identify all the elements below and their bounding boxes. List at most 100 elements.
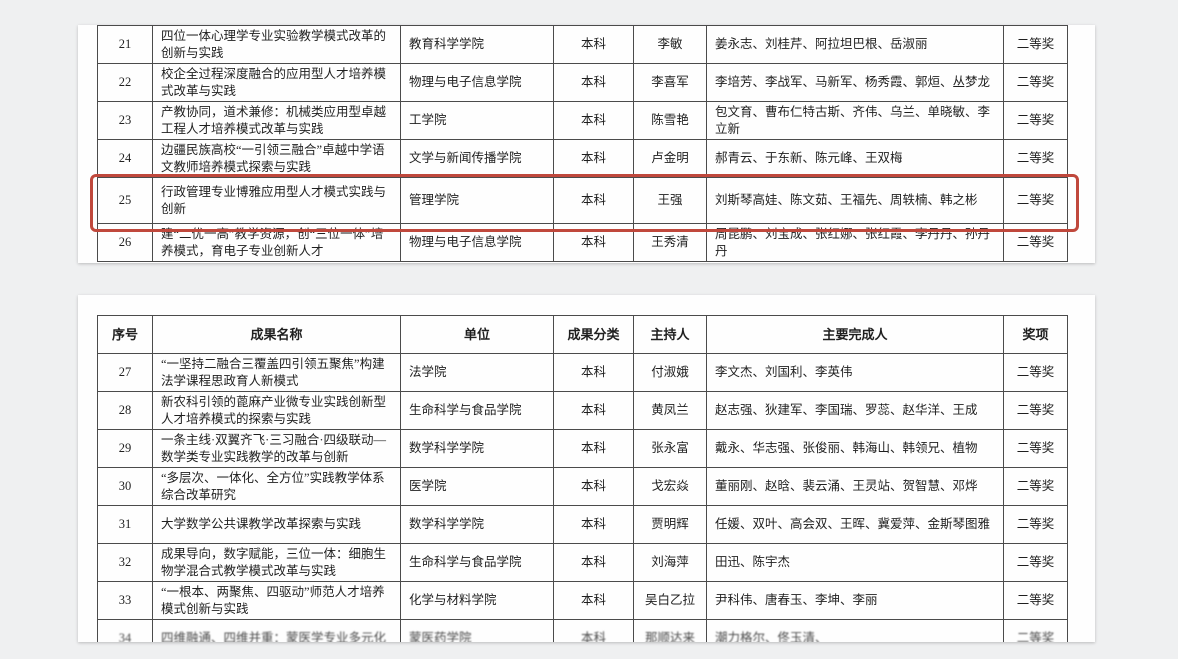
cell-members: 郝青云、于东新、陈元峰、王双梅 <box>706 139 1004 178</box>
cell-name: 新农科引领的蓖麻产业微专业实践创新型人才培养模式的探索与实践 <box>152 391 401 430</box>
cell-unit: 数学科学学院 <box>400 429 554 468</box>
column-header-unit: 单位 <box>400 315 554 354</box>
awards-table-page2-body: 27 “一坚持二融合三覆盖四引领五聚焦”构建法学课程思政育人新模式 法学院 本科 付淑娥… <box>97 353 1068 642</box>
table-row: 23 产教协同，道术兼修：机械类应用型卓越工程人才培养模式改革与实践 工学院 本科 陈雪… <box>97 101 1068 140</box>
cell-host: 张永富 <box>633 429 707 468</box>
cell-award: 二等奖 <box>1003 353 1068 392</box>
cell-category: 本科 <box>553 505 634 544</box>
table-row: 21 四位一体心理学专业实验教学模式改革的创新与实践 教育科学学院 本科 李敏 姜永志、刘… <box>97 25 1068 64</box>
document-page-2: 序号 成果名称 单位 成果分类 主持人 主要完成人 奖项 27 “一坚持二融合三覆… <box>78 295 1095 642</box>
cell-members: 潮力格尔、佟玉清、 <box>706 619 1004 642</box>
cell-unit: 物理与电子信息学院 <box>400 63 554 102</box>
cell-no: 21 <box>97 25 153 64</box>
cell-host: 那顺达来 <box>633 619 707 642</box>
cell-name: 一条主线·双翼齐飞·三习融合·四级联动—数学类专业实践教学的改革与创新 <box>152 429 401 468</box>
table-row: 26 建“二优一高”教学资源，创“三位一体”培养模式，育电子专业创新人才 物理与电子… <box>97 223 1068 262</box>
cell-unit: 蒙医药学院 <box>400 619 554 642</box>
table-row: 34 四维融通、四维并重：蒙医学专业多元化 蒙医药学院 本科 那顺达来 潮力格尔、佟玉清、… <box>97 619 1068 642</box>
table-row: 28 新农科引领的蓖麻产业微专业实践创新型人才培养模式的探索与实践 生命科学与食品学… <box>97 391 1068 430</box>
cell-category: 本科 <box>553 25 634 64</box>
cell-name: 成果导向，数字赋能，三位一体：细胞生物学混合式教学模式改革与实践 <box>152 543 401 582</box>
cell-name: 大学数学公共课教学改革探索与实践 <box>152 505 401 544</box>
cell-no: 25 <box>97 177 153 224</box>
cell-award: 二等奖 <box>1003 619 1068 642</box>
cell-host: 卢金明 <box>633 139 707 178</box>
table-row: 31 大学数学公共课教学改革探索与实践 数学科学学院 本科 贾明辉 任媛、双叶、高会双、王… <box>97 505 1068 544</box>
cell-award: 二等奖 <box>1003 63 1068 102</box>
awards-table-page1: 21 四位一体心理学专业实验教学模式改革的创新与实践 教育科学学院 本科 李敏 姜永志、刘… <box>97 25 1068 262</box>
cell-members: 姜永志、刘桂芹、阿拉坦巴根、岳淑丽 <box>706 25 1004 64</box>
cell-unit: 管理学院 <box>400 177 554 224</box>
cell-award: 二等奖 <box>1003 467 1068 506</box>
cell-award: 二等奖 <box>1003 139 1068 178</box>
cell-no: 27 <box>97 353 153 392</box>
cell-members: 包文育、曹布仁特古斯、齐伟、乌兰、单晓敏、李立新 <box>706 101 1004 140</box>
cell-unit: 医学院 <box>400 467 554 506</box>
cell-award: 二等奖 <box>1003 25 1068 64</box>
header-row: 序号 成果名称 单位 成果分类 主持人 主要完成人 奖项 <box>97 315 1068 354</box>
cell-unit: 文学与新闻传播学院 <box>400 139 554 178</box>
cell-host: 吴白乙拉 <box>633 581 707 620</box>
cell-unit: 物理与电子信息学院 <box>400 223 554 262</box>
column-header-no: 序号 <box>97 315 153 354</box>
cell-host: 刘海萍 <box>633 543 707 582</box>
cell-category: 本科 <box>553 429 634 468</box>
cell-members: 董丽刚、赵晗、裴云涌、王灵站、贺智慧、邓烨 <box>706 467 1004 506</box>
cell-members: 刘斯琴高娃、陈文茹、王福先、周轶楠、韩之彬 <box>706 177 1004 224</box>
cell-no: 34 <box>97 619 153 642</box>
table-row: 33 “一根本、两聚焦、四驱动”师范人才培养模式创新与实践 化学与材料学院 本科 吴白乙… <box>97 581 1068 620</box>
cell-unit: 法学院 <box>400 353 554 392</box>
cell-name: 校企全过程深度融合的应用型人才培养模式改革与实践 <box>152 63 401 102</box>
cell-members: 田迅、陈宇杰 <box>706 543 1004 582</box>
cell-no: 23 <box>97 101 153 140</box>
cell-name: 边疆民族高校“一引领三融合”卓越中学语文教师培养模式探索与实践 <box>152 139 401 178</box>
cell-award: 二等奖 <box>1003 223 1068 262</box>
table-row: 32 成果导向，数字赋能，三位一体：细胞生物学混合式教学模式改革与实践 生命科学与食… <box>97 543 1068 582</box>
table-row: 25 行政管理专业博雅应用型人才模式实践与创新 管理学院 本科 王强 刘斯琴高娃、陈文茹、… <box>97 177 1068 224</box>
cell-members: 李文杰、刘国利、李英伟 <box>706 353 1004 392</box>
cell-category: 本科 <box>553 139 634 178</box>
cell-category: 本科 <box>553 353 634 392</box>
cell-members: 任媛、双叶、高会双、王晖、冀爱萍、金斯琴图雅 <box>706 505 1004 544</box>
cell-award: 二等奖 <box>1003 391 1068 430</box>
column-header-name: 成果名称 <box>152 315 401 354</box>
cell-award: 二等奖 <box>1003 101 1068 140</box>
cell-host: 贾明辉 <box>633 505 707 544</box>
cell-members: 戴永、华志强、张俊丽、韩海山、韩领兄、植物 <box>706 429 1004 468</box>
cell-host: 李喜军 <box>633 63 707 102</box>
cell-name: 行政管理专业博雅应用型人才模式实践与创新 <box>152 177 401 224</box>
cell-category: 本科 <box>553 177 634 224</box>
cell-host: 李敏 <box>633 25 707 64</box>
table-row: 29 一条主线·双翼齐飞·三习融合·四级联动—数学类专业实践教学的改革与创新 数学科… <box>97 429 1068 468</box>
cell-name: “多层次、一体化、全方位”实践教学体系综合改革研究 <box>152 467 401 506</box>
column-header-award: 奖项 <box>1003 315 1068 354</box>
cell-category: 本科 <box>553 543 634 582</box>
cell-name: 产教协同，道术兼修：机械类应用型卓越工程人才培养模式改革与实践 <box>152 101 401 140</box>
cell-members: 尹科伟、唐春玉、李坤、李丽 <box>706 581 1004 620</box>
cell-no: 32 <box>97 543 153 582</box>
cell-host: 戈宏焱 <box>633 467 707 506</box>
column-header-members: 主要完成人 <box>706 315 1004 354</box>
cell-unit: 生命科学与食品学院 <box>400 391 554 430</box>
cell-name: “一坚持二融合三覆盖四引领五聚焦”构建法学课程思政育人新模式 <box>152 353 401 392</box>
cell-host: 付淑娥 <box>633 353 707 392</box>
awards-table-header: 序号 成果名称 单位 成果分类 主持人 主要完成人 奖项 <box>97 315 1068 354</box>
cell-unit: 教育科学学院 <box>400 25 554 64</box>
cell-members: 赵志强、狄建军、李国瑞、罗蕊、赵华洋、王成 <box>706 391 1004 430</box>
cell-name: 四维融通、四维并重：蒙医学专业多元化 <box>152 619 401 642</box>
document-page-1: 21 四位一体心理学专业实验教学模式改革的创新与实践 教育科学学院 本科 李敏 姜永志、刘… <box>78 25 1095 263</box>
awards-table-page1-body: 21 四位一体心理学专业实验教学模式改革的创新与实践 教育科学学院 本科 李敏 姜永志、刘… <box>97 25 1068 262</box>
cell-unit: 生命科学与食品学院 <box>400 543 554 582</box>
cell-unit: 化学与材料学院 <box>400 581 554 620</box>
cell-host: 黄凤兰 <box>633 391 707 430</box>
cell-members: 周昆鹏、刘宝成、张红娜、张红霞、李丹丹、孙丹丹 <box>706 223 1004 262</box>
table-row: 24 边疆民族高校“一引领三融合”卓越中学语文教师培养模式探索与实践 文学与新闻传播… <box>97 139 1068 178</box>
cell-no: 22 <box>97 63 153 102</box>
cell-no: 31 <box>97 505 153 544</box>
cell-category: 本科 <box>553 581 634 620</box>
column-header-category: 成果分类 <box>553 315 634 354</box>
table-row: 27 “一坚持二融合三覆盖四引领五聚焦”构建法学课程思政育人新模式 法学院 本科 付淑娥… <box>97 353 1068 392</box>
table-row: 22 校企全过程深度融合的应用型人才培养模式改革与实践 物理与电子信息学院 本科 李喜军… <box>97 63 1068 102</box>
cell-unit: 数学科学学院 <box>400 505 554 544</box>
cell-no: 33 <box>97 581 153 620</box>
